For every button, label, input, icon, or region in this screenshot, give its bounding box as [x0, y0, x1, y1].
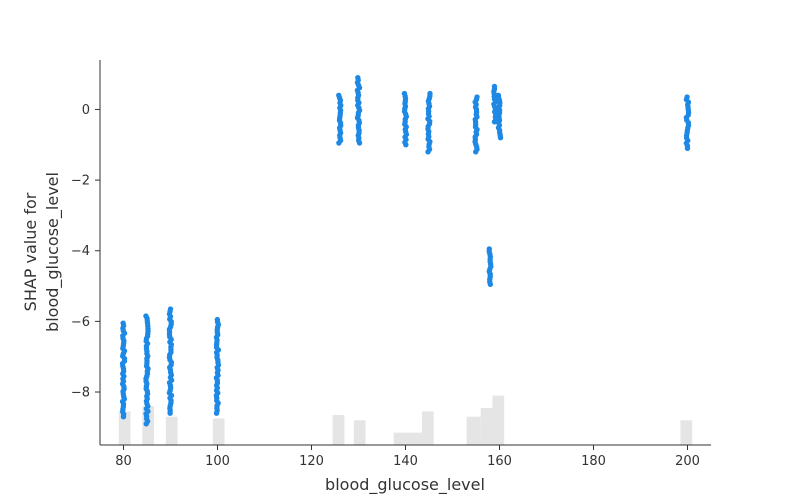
x-tick-label: 160	[487, 454, 512, 469]
histogram-layer	[118, 395, 693, 445]
histogram-bar	[353, 420, 366, 445]
scatter-point	[167, 306, 174, 312]
y-tick-label: −2	[71, 174, 90, 189]
x-axis-label: blood_glucose_level	[325, 475, 485, 495]
histogram-bar	[118, 411, 131, 445]
scatter-point	[474, 94, 480, 100]
scatter-points-layer	[119, 74, 692, 427]
scatter-point	[120, 320, 126, 326]
histogram-bar	[165, 416, 178, 445]
y-axis-ticks: 0 −2 −4 −6 −8	[71, 103, 100, 401]
scatter-point	[355, 74, 361, 81]
y-axis-label-line-1: SHAP value for	[21, 192, 40, 311]
scatter-point	[427, 90, 433, 97]
x-tick-label: 140	[393, 454, 418, 469]
scatter-point	[401, 90, 408, 97]
histogram-bar	[480, 407, 493, 445]
scatter-point	[336, 92, 342, 99]
x-tick-label: 200	[675, 454, 700, 469]
y-tick-label: 0	[82, 103, 90, 118]
scatter-point	[684, 94, 690, 100]
histogram-bar	[393, 432, 422, 445]
scatter-point	[143, 313, 149, 319]
y-tick-label: −6	[71, 315, 90, 330]
histogram-bar	[466, 416, 481, 445]
histogram-bar	[680, 420, 693, 445]
scatter-point	[495, 92, 502, 99]
histogram-bar	[421, 411, 434, 445]
scatter-point	[214, 316, 221, 323]
scatter-point	[486, 246, 493, 252]
x-tick-label: 120	[299, 454, 324, 469]
x-axis-ticks: 80 100 120 140 160 180 200	[115, 445, 700, 469]
histogram-bar	[212, 418, 225, 445]
x-tick-label: 180	[581, 454, 606, 469]
y-tick-label: −4	[71, 244, 90, 259]
y-axis-label-line-2: blood_glucose_level	[43, 172, 63, 332]
x-tick-label: 100	[205, 454, 230, 469]
histogram-bar	[332, 414, 345, 445]
scatter-point	[491, 83, 498, 90]
y-tick-label: −8	[71, 386, 90, 401]
x-tick-label: 80	[115, 454, 132, 469]
histogram-bar	[492, 395, 505, 445]
